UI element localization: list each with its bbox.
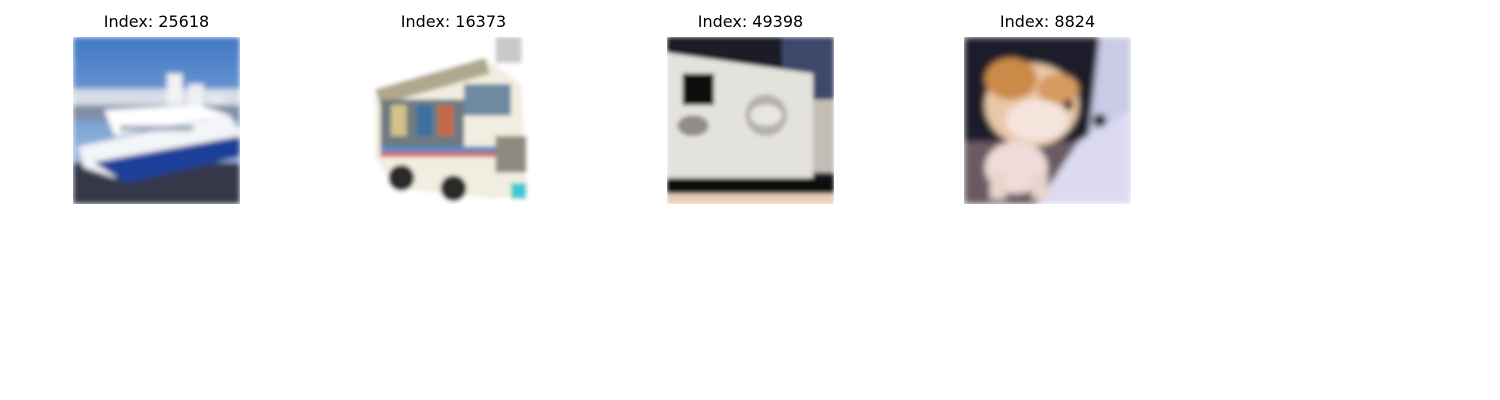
image-title: Index: 49398 xyxy=(697,12,804,31)
truck-image xyxy=(667,37,834,204)
image-title: Index: 16373 xyxy=(400,12,507,31)
dog-image xyxy=(964,37,1131,204)
image-title: Index: 8824 xyxy=(999,12,1096,31)
ship-image xyxy=(73,37,240,204)
truck-image xyxy=(370,37,537,204)
image-title: Index: 25618 xyxy=(103,12,210,31)
